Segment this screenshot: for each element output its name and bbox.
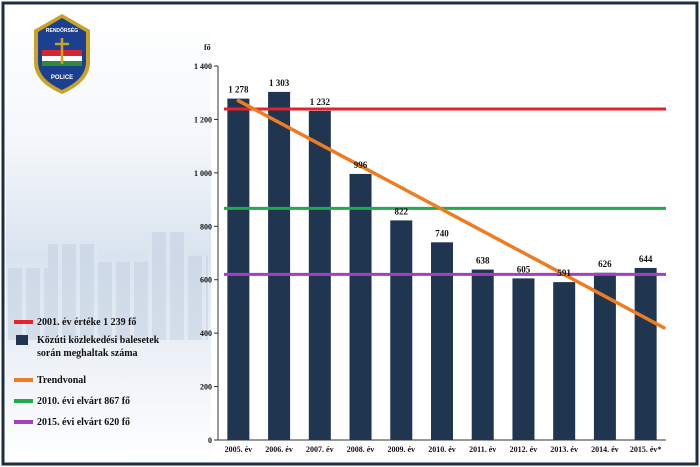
bar-2013 [553, 282, 576, 440]
trend-line-path [236, 98, 666, 330]
x-tick-label: 2011. év [469, 445, 496, 454]
x-tick-label: 2008. év [347, 445, 375, 454]
bar-2014 [593, 272, 616, 440]
data-label: 644 [639, 254, 653, 264]
logo-bottom-text: POLICE [51, 75, 73, 81]
x-tick-label: 2005. év [225, 445, 253, 454]
x-axis: 2005. év 2006. év 2007. év 2008. év 2009. év… [218, 439, 666, 454]
x-tick-label: 2012. év [510, 445, 538, 454]
bar-2010 [431, 242, 453, 440]
reference-lines [224, 107, 666, 276]
y-tick-label: 0 [208, 436, 212, 445]
x-tick-label: 2006. év [265, 445, 293, 454]
bar-2008 [349, 173, 372, 440]
y-tick-label: 600 [200, 276, 212, 285]
sword-icon [55, 38, 69, 64]
trend-line [236, 98, 666, 330]
data-label: 605 [517, 264, 531, 274]
data-label: 996 [354, 160, 368, 170]
logo-top-text: RENDŐRSÉG [46, 26, 78, 34]
y-tick-label: 200 [200, 383, 212, 392]
legend-swatch [16, 335, 28, 345]
bar-2006 [268, 91, 291, 441]
legend-label: 2015. évi elvárt 620 fő [37, 417, 130, 428]
bar-2009 [390, 220, 413, 440]
legend-label: Trendvonal [37, 375, 86, 386]
data-label: 1 303 [269, 78, 290, 88]
bar-2012 [512, 278, 535, 440]
data-label: 822 [395, 206, 409, 216]
legend: 2001. év értéke 1 239 fő Közúti közlekedé… [14, 317, 160, 428]
bar-series [227, 91, 657, 441]
data-labels: 1 278 1 303 1 232 996 822 740 638 605 591 626 644 [228, 78, 653, 278]
legend-label: Közúti közlekedési balesetek [37, 335, 160, 346]
y-axis: fő 0 200 400 600 800 1 000 1 200 1 400 [194, 43, 219, 445]
data-label: 740 [435, 228, 449, 238]
legend-label: 2001. év értéke 1 239 fő [37, 317, 136, 328]
y-tick-label: 1 400 [194, 62, 212, 71]
legend-label: 2010. évi elvárt 867 fő [37, 396, 130, 407]
bar-2011 [471, 269, 494, 440]
x-tick-label: 2010. év [428, 445, 456, 454]
bar-2015 [634, 267, 657, 440]
y-unit-label: fő [204, 43, 211, 52]
legend-label: során meghaltak száma [37, 348, 138, 359]
x-tick-label: 2015. év* [630, 445, 662, 454]
police-logo: RENDŐRSÉG POLICE [34, 14, 90, 94]
x-tick-label: 2007. év [306, 445, 334, 454]
bar-2005 [227, 98, 250, 440]
y-tick-label: 1 000 [194, 169, 212, 178]
x-tick-label: 2009. év [387, 445, 415, 454]
data-label: 626 [598, 259, 612, 269]
x-tick-label: 2013. év [550, 445, 578, 454]
data-label: 1 232 [310, 97, 331, 107]
y-tick-label: 1 200 [194, 115, 212, 124]
y-tick-label: 400 [200, 329, 212, 338]
x-tick-label: 2014. év [591, 445, 619, 454]
data-label: 591 [557, 268, 571, 278]
data-label: 638 [476, 256, 490, 266]
y-tick-label: 800 [200, 222, 212, 231]
data-label: 1 278 [228, 85, 249, 95]
